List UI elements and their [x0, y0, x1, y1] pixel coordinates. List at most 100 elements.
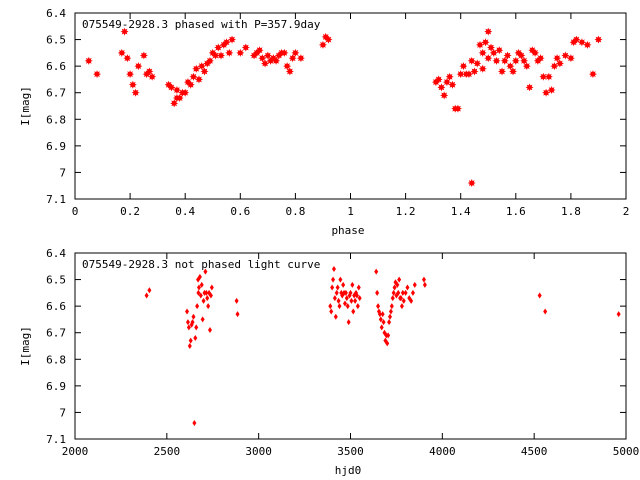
- data-point: [197, 62, 206, 71]
- data-point: [193, 335, 198, 342]
- data-point: [336, 297, 341, 304]
- data-point: [123, 54, 132, 63]
- x-tick-label: 3000: [245, 445, 272, 458]
- data-point: [583, 40, 592, 49]
- y-tick-label: 7.1: [46, 433, 66, 446]
- data-point: [522, 62, 531, 71]
- data-point: [204, 289, 209, 296]
- data-point: [478, 48, 487, 57]
- data-point: [200, 316, 205, 323]
- unphased-data-points: [144, 265, 621, 427]
- data-point: [197, 273, 202, 280]
- y-tick-label: 6.6: [46, 300, 66, 313]
- y-tick-label: 6.5: [46, 274, 66, 287]
- x-tick-label: 4000: [429, 445, 456, 458]
- data-point: [134, 62, 143, 71]
- data-point: [206, 56, 214, 65]
- data-point: [357, 295, 362, 302]
- data-point: [235, 311, 240, 318]
- data-point: [572, 35, 581, 44]
- data-point: [192, 420, 197, 427]
- y-tick-label: 6.6: [46, 60, 66, 73]
- data-point: [190, 319, 195, 326]
- data-point: [536, 54, 545, 63]
- data-point: [192, 64, 201, 73]
- data-point: [397, 276, 402, 283]
- data-point: [405, 284, 410, 291]
- data-point: [334, 289, 339, 296]
- data-point: [503, 51, 512, 60]
- data-point: [392, 284, 397, 291]
- data-point: [378, 316, 383, 323]
- data-point: [128, 80, 137, 89]
- data-point: [487, 43, 495, 52]
- data-point: [203, 268, 208, 275]
- data-point: [492, 56, 501, 65]
- y-tick-label: 6.9: [46, 380, 66, 393]
- data-point: [353, 297, 358, 304]
- unphased-y-axis-label: I[mag]: [19, 326, 32, 366]
- data-point: [470, 67, 479, 76]
- data-point: [354, 292, 359, 299]
- phased-y-axis: 6.4 6.5 6.6 6.7 6.8 6.9 7 7.1: [46, 7, 626, 206]
- data-point: [351, 308, 356, 315]
- y-tick-label: 6.8: [46, 113, 66, 126]
- y-tick-label: 6.5: [46, 34, 66, 47]
- data-point: [228, 35, 237, 44]
- data-point: [531, 48, 540, 57]
- data-point: [489, 48, 498, 57]
- data-point: [403, 289, 408, 296]
- x-tick-label: 2: [623, 205, 630, 218]
- data-point: [434, 75, 443, 84]
- y-tick-label: 7: [59, 406, 66, 419]
- data-point: [147, 287, 152, 294]
- phased-x-axis-label: phase: [331, 224, 364, 237]
- data-point: [350, 281, 355, 288]
- data-point: [199, 281, 204, 288]
- data-point: [399, 303, 404, 310]
- data-point: [333, 313, 338, 320]
- data-point: [577, 38, 586, 47]
- data-point: [386, 332, 391, 339]
- data-point: [189, 72, 198, 81]
- data-point: [396, 289, 401, 296]
- data-point: [200, 67, 209, 76]
- data-point: [448, 80, 457, 89]
- data-point: [442, 78, 451, 87]
- phased-plot-panel: 6.4 6.5 6.6 6.7 6.8 6.9 7 7.1 0 0.2 0.4 0.6 0.8 1 1.2…: [19, 7, 629, 237]
- data-point: [187, 343, 192, 349]
- y-tick-label: 6.4: [46, 247, 66, 260]
- data-point: [191, 313, 196, 320]
- data-point: [167, 83, 176, 92]
- data-point: [412, 281, 417, 288]
- data-point: [236, 48, 245, 57]
- y-tick-label: 7.1: [46, 193, 66, 206]
- x-tick-label: 3500: [337, 445, 364, 458]
- data-point: [517, 51, 526, 60]
- data-point: [588, 70, 597, 79]
- data-point: [330, 284, 335, 291]
- data-point: [390, 295, 395, 302]
- y-tick-label: 6.7: [46, 87, 66, 100]
- data-point: [263, 51, 272, 60]
- data-point: [148, 72, 157, 81]
- y-tick-label: 6.8: [46, 353, 66, 366]
- data-point: [198, 292, 203, 299]
- data-point: [175, 94, 184, 103]
- data-point: [126, 70, 135, 79]
- data-point: [484, 27, 493, 36]
- data-point: [145, 67, 154, 76]
- data-point: [209, 284, 214, 291]
- data-point: [409, 297, 414, 304]
- data-point: [561, 51, 570, 60]
- x-tick-label: 1: [347, 205, 354, 218]
- data-point: [542, 88, 551, 97]
- data-point: [131, 88, 140, 97]
- unphased-x-axis-label: hjd0: [335, 464, 362, 477]
- data-point: [506, 62, 515, 71]
- data-point: [387, 313, 392, 320]
- data-point: [445, 72, 454, 81]
- y-tick-label: 6.9: [46, 140, 66, 153]
- data-point: [374, 268, 379, 275]
- phased-plot-frame: [74, 12, 627, 200]
